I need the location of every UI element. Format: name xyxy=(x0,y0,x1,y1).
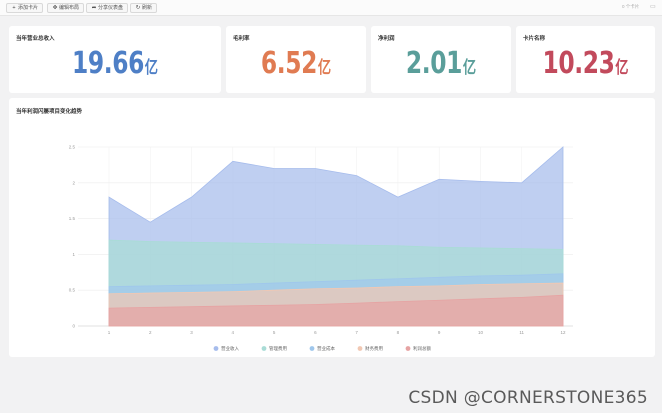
area-series-4 xyxy=(108,294,564,327)
x-tick-label: 1 xyxy=(108,330,111,335)
kpi-title: 净利润 xyxy=(378,36,395,42)
share-button[interactable]: ➦ 分享仪表盘 xyxy=(86,3,129,13)
plus-icon: + xyxy=(12,5,16,11)
legend-marker xyxy=(213,346,219,351)
kpi-card-net-profit: 净利润 2.01亿 xyxy=(371,26,511,93)
share-label: 分享仪表盘 xyxy=(98,5,124,11)
share-icon: ➦ xyxy=(91,5,97,11)
chart-title: 当年利润闪屡项目变化趋势 xyxy=(16,109,83,115)
kpi-card-custom: 卡片名称 10.23亿 xyxy=(516,26,655,93)
y-tick-label: 0.5 xyxy=(69,288,76,293)
edit-layout-button[interactable]: ✥ 编辑布局 xyxy=(47,3,85,13)
refresh-button[interactable]: ↻ 刷新 xyxy=(130,3,158,13)
y-tick-label: 2.5 xyxy=(69,145,76,150)
y-tick-label: 2 xyxy=(72,180,75,185)
kpi-value: 6.52亿 xyxy=(260,46,332,81)
y-tick-label: 1 xyxy=(72,252,75,257)
x-tick-label: 7 xyxy=(355,330,358,335)
x-tick-label: 8 xyxy=(397,330,400,335)
legend-marker xyxy=(405,346,411,351)
fullscreen-icon[interactable]: ▭ xyxy=(650,4,656,10)
kpi-value: 19.66亿 xyxy=(71,46,159,81)
refresh-label: 刷新 xyxy=(142,5,153,11)
x-tick-label: 12 xyxy=(560,330,566,335)
card-count-text: 0 个卡片 xyxy=(622,4,640,9)
x-tick-label: 4 xyxy=(232,330,235,335)
y-tick-label: 1.5 xyxy=(69,216,76,221)
x-tick-label: 5 xyxy=(273,330,276,335)
watermark: CSDN @CORNERSTONE365 xyxy=(408,388,648,408)
area-chart: 00.511.522.51 2 3 4 5 6 7 8 9 10 11 12营业收入 管理费用 营业成本财… xyxy=(69,145,573,352)
legend-marker xyxy=(357,346,363,351)
x-tick-label: 11 xyxy=(519,330,524,335)
legend-marker xyxy=(309,346,315,351)
kpi-title: 毛利率 xyxy=(233,36,250,42)
kpi-card-revenue: 当年营业总收入 19.66亿 xyxy=(9,26,221,93)
x-tick-label: 3 xyxy=(190,330,193,335)
x-tick-label: 9 xyxy=(438,330,441,335)
add-card-button[interactable]: + 添加卡片 xyxy=(6,3,44,13)
y-tick-label: 0 xyxy=(72,324,75,329)
edit-layout-label: 编辑布局 xyxy=(59,5,80,11)
add-card-label: 添加卡片 xyxy=(18,5,39,11)
legend-label: 利润总额 xyxy=(413,345,431,352)
x-tick-label: 6 xyxy=(314,330,317,335)
legend-label: 营业成本 xyxy=(317,345,335,352)
kpi-value: 2.01亿 xyxy=(405,46,477,81)
kpi-title: 卡片名称 xyxy=(523,36,546,42)
kpi-card-gross-margin: 毛利率 6.52亿 xyxy=(226,26,366,93)
x-tick-label: 2 xyxy=(149,330,152,335)
move-icon: ✥ xyxy=(52,5,58,11)
kpi-value: 10.23亿 xyxy=(542,46,629,81)
trend-chart-card: 当年利润闪屡项目变化趋势 0 0.5 1 1.5 2 2.5 1 2 3 4 5 6 7 8 9 10 11 12… xyxy=(9,98,655,357)
legend-label: 财务费用 xyxy=(365,345,383,352)
refresh-icon: ↻ xyxy=(135,5,141,11)
toolbar: + 添加卡片 ✥ 编辑布局 ➦ 分享仪表盘 ↻ 刷新 0 个卡片 ▭ xyxy=(0,0,662,16)
x-tick-label: 10 xyxy=(478,330,484,335)
kpi-title: 当年营业总收入 xyxy=(16,36,55,42)
legend-marker xyxy=(261,346,267,351)
legend-label: 管理费用 xyxy=(269,345,287,352)
legend-label: 营业收入 xyxy=(221,345,239,352)
